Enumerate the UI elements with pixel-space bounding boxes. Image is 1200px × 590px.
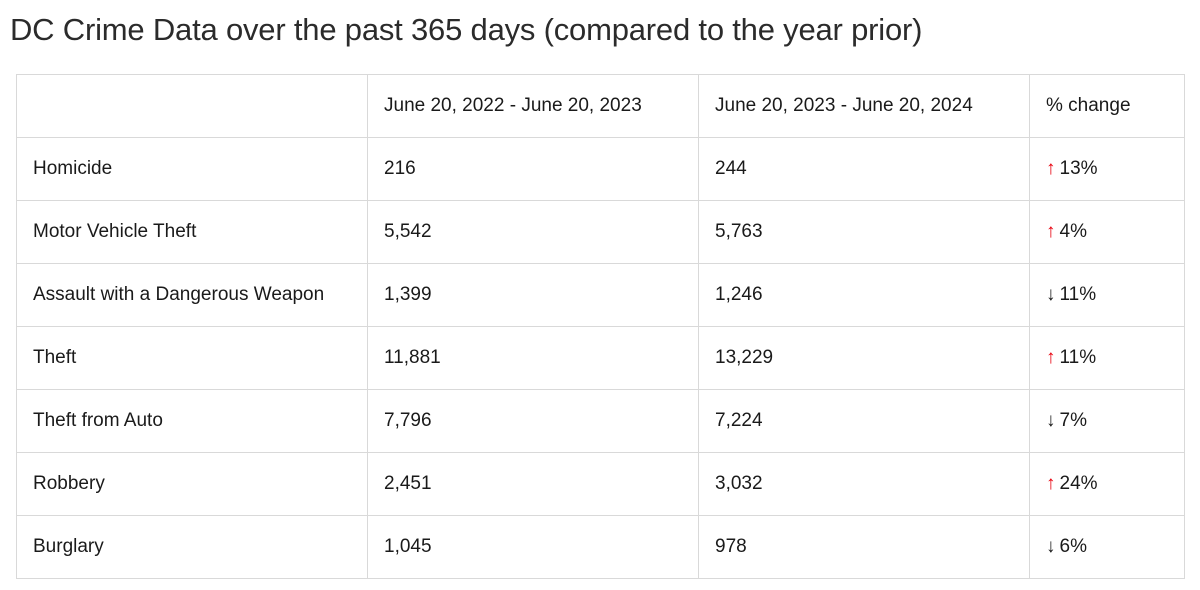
period-2023-2024-value: 1,246 [698,263,1030,327]
period-2022-2023-value: 2,451 [367,452,699,516]
period-2023-2024-value: 244 [698,137,1030,201]
header-percent-change: % change [1029,74,1185,138]
percent-change-value: 11% [1059,347,1097,368]
arrow-up-icon: ↑ [1046,221,1056,242]
crime-type-cell: Robbery [16,452,368,516]
crime-data-table: June 20, 2022 - June 20, 2023 June 20, 2… [16,74,1185,579]
table-row: Assault with a Dangerous Weapon 1,399 1,24… [16,263,1185,327]
crime-type-cell: Theft from Auto [16,389,368,453]
table-row: Robbery 2,451 3,032 ↑ 24% [16,452,1185,516]
header-crime-type [16,74,368,138]
period-2022-2023-value: 7,796 [367,389,699,453]
arrow-up-icon: ↑ [1046,347,1056,368]
percent-change-value: 24% [1059,473,1098,494]
period-2022-2023-value: 11,881 [367,326,699,390]
table-row: Homicide 216 244 ↑ 13% [16,137,1185,201]
header-period-2022-2023: June 20, 2022 - June 20, 2023 [367,74,699,138]
period-2022-2023-value: 1,045 [367,515,699,579]
arrow-down-icon: ↓ [1046,536,1056,557]
percent-change-value: 13% [1059,158,1098,179]
arrow-down-icon: ↓ [1046,284,1056,305]
period-2023-2024-value: 3,032 [698,452,1030,516]
period-2023-2024-value: 13,229 [698,326,1030,390]
arrow-down-icon: ↓ [1046,410,1056,431]
period-2023-2024-value: 7,224 [698,389,1030,453]
period-2023-2024-value: 5,763 [698,200,1030,264]
crime-type-cell: Assault with a Dangerous Weapon [16,263,368,327]
percent-change-cell: ↑ 24% [1029,452,1185,516]
crime-type-cell: Theft [16,326,368,390]
table-row: Theft from Auto 7,796 7,224 ↓ 7% [16,389,1185,453]
arrow-up-icon: ↑ [1046,158,1056,179]
table-header-row: June 20, 2022 - June 20, 2023 June 20, 2… [16,74,1185,138]
percent-change-value: 11% [1059,284,1097,305]
header-period-2023-2024: June 20, 2023 - June 20, 2024 [698,74,1030,138]
arrow-up-icon: ↑ [1046,473,1056,494]
crime-type-cell: Motor Vehicle Theft [16,200,368,264]
period-2022-2023-value: 216 [367,137,699,201]
page-title: DC Crime Data over the past 365 days (co… [10,12,923,47]
period-2022-2023-value: 5,542 [367,200,699,264]
percent-change-cell: ↓ 11% [1029,263,1185,327]
percent-change-value: 6% [1059,536,1087,557]
percent-change-cell: ↓ 6% [1029,515,1185,579]
crime-type-cell: Burglary [16,515,368,579]
table-row: Burglary 1,045 978 ↓ 6% [16,515,1185,579]
percent-change-cell: ↑ 11% [1029,326,1185,390]
percent-change-value: 7% [1059,410,1087,431]
table-row: Theft 11,881 13,229 ↑ 11% [16,326,1185,390]
percent-change-value: 4% [1059,221,1087,242]
percent-change-cell: ↑ 4% [1029,200,1185,264]
period-2022-2023-value: 1,399 [367,263,699,327]
percent-change-cell: ↑ 13% [1029,137,1185,201]
percent-change-cell: ↓ 7% [1029,389,1185,453]
table-row: Motor Vehicle Theft 5,542 5,763 ↑ 4% [16,200,1185,264]
period-2023-2024-value: 978 [698,515,1030,579]
crime-type-cell: Homicide [16,137,368,201]
